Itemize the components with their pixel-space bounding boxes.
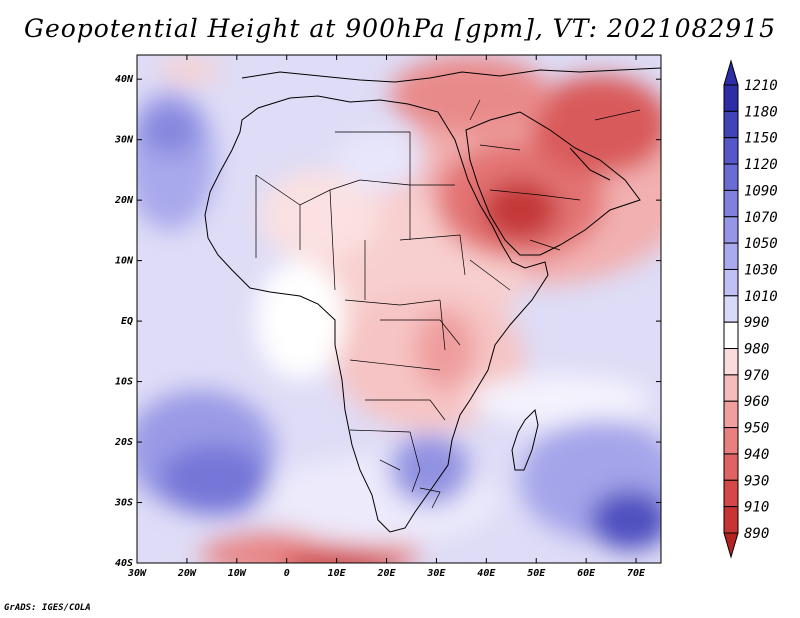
colorbar-label: 1010	[744, 289, 778, 305]
lat-tick-label: EQ	[121, 316, 133, 327]
lat-tick-label: 20N	[114, 195, 134, 206]
lat-tick-label: 20S	[114, 437, 133, 448]
height-field	[137, 55, 661, 563]
colorbar-label: 910	[744, 500, 769, 516]
lon-tick-label: 30E	[426, 568, 446, 579]
country-borders	[255, 99, 641, 509]
colorbar-segment	[723, 110, 739, 139]
lon-tick-label: 60E	[577, 568, 596, 579]
lon-tick-label: 20W	[177, 568, 197, 579]
colorbar-segment	[723, 400, 739, 429]
arabia-coastline	[465, 111, 641, 256]
lon-axis: 30W 20W 10W 0 10E 20E 30E 40E 50E 60E 70E	[127, 55, 646, 579]
colorbar-segment	[723, 268, 739, 297]
colorbar-label: 970	[744, 368, 769, 384]
colorbar-segment	[723, 348, 739, 376]
colorbar-segment	[723, 137, 739, 165]
lat-tick-label: 30S	[114, 498, 133, 509]
madagascar-coastline	[511, 408, 539, 471]
colorbar-segment	[723, 84, 739, 112]
lat-tick-label: 10S	[115, 377, 133, 388]
colorbar-label: 940	[744, 447, 769, 463]
colorbar-label: 1120	[744, 157, 778, 173]
colorbar-top-arrow	[723, 59, 739, 86]
plot-frame	[136, 54, 662, 564]
lon-tick-label: 0	[284, 568, 290, 579]
lon-tick-label: 20E	[376, 568, 396, 579]
lon-tick-label: 10W	[228, 568, 247, 579]
africa-coastline	[204, 95, 549, 533]
colorbar-segment	[723, 163, 739, 191]
colorbar-label: 960	[744, 394, 769, 410]
lat-tick-label: 10N	[115, 256, 134, 267]
colorbar-label: 1180	[744, 104, 778, 120]
colorbar-segment	[723, 295, 739, 323]
colorbar-label: 890	[744, 526, 769, 542]
lat-axis: 40N 30N 20N 10N EQ 10S 20S 30S 40S	[114, 74, 661, 569]
colorbar-segment	[723, 321, 739, 350]
lat-tick-label: 40S	[115, 558, 133, 569]
colorbar-segment	[723, 427, 739, 455]
colorbar-label: 980	[744, 342, 769, 358]
colorbar-segment	[723, 453, 739, 481]
lon-tick-label: 40E	[477, 568, 496, 579]
lon-tick-label: 70E	[627, 568, 646, 579]
lat-tick-label: 30N	[114, 135, 134, 146]
colorbar-label: 1070	[744, 210, 778, 226]
lon-tick-label: 30W	[127, 568, 147, 579]
gulf-coastline	[569, 147, 611, 181]
colorbar: 1210 1180 1150 1120 1090 1070 1050 1030 1010 990 9…	[723, 59, 778, 559]
colorbar-label: 990	[744, 315, 769, 331]
lon-tick-label: 50E	[527, 568, 546, 579]
colorbar-segment	[723, 479, 739, 508]
colorbar-segment	[723, 189, 739, 218]
colorbar-bottom-arrow	[723, 532, 739, 559]
colorbar-label: 1030	[744, 262, 778, 278]
colorbar-label: 1210	[744, 78, 778, 94]
lon-tick-label: 10E	[328, 568, 347, 579]
colorbar-segment	[723, 374, 739, 402]
coastlines	[204, 67, 661, 533]
colorbar-label: 950	[744, 421, 769, 437]
colorbar-label: 1050	[744, 236, 778, 252]
lat-tick-label: 40N	[115, 74, 134, 85]
colorbar-segment	[723, 216, 739, 244]
colorbar-label: 1090	[744, 183, 778, 199]
grads-credit: GrADS: IGES/COLA	[4, 603, 91, 613]
colorbar-segment	[723, 242, 739, 270]
colorbar-segment	[723, 506, 739, 534]
europe-coastline	[241, 67, 661, 83]
colorbar-label: 930	[744, 473, 769, 489]
colorbar-label: 1150	[744, 131, 778, 147]
map-title: Geopotential Height at 900hPa [gpm], VT:…	[23, 14, 777, 43]
